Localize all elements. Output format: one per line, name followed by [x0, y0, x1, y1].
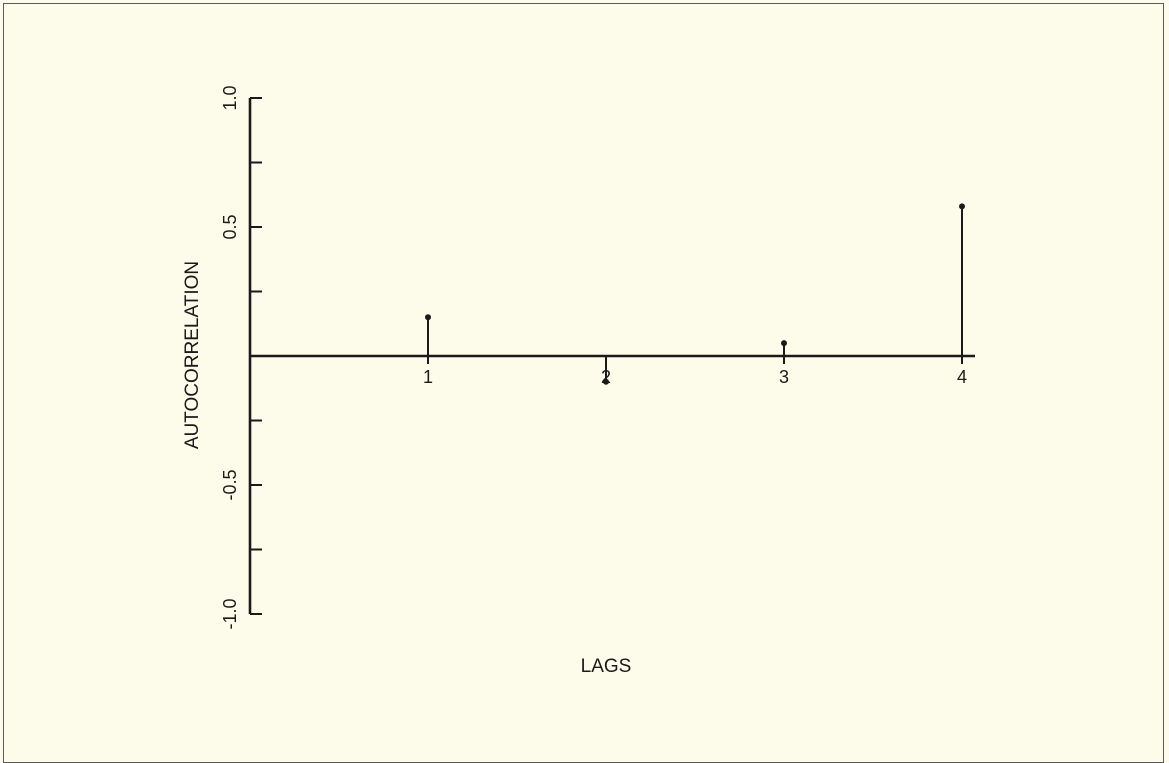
y-tick-label: -0.5: [220, 469, 240, 500]
x-tick-label: 4: [957, 367, 967, 387]
stem-point: [781, 340, 787, 347]
y-axis-label: AUTOCORRELATION: [182, 261, 203, 449]
y-tick-label: -1.0: [220, 598, 240, 629]
y-tick-label: 1.0: [220, 85, 240, 110]
x-ticks: 1234: [423, 355, 967, 387]
y-ticks: 1.0 0.5 -0.5 -1.0: [220, 85, 262, 630]
axes: [248, 98, 975, 614]
y-tick-label: 0.5: [220, 214, 240, 239]
acf-chart: 1.00.5-0.5-1.0 1234 LAGS AUTOCORRELATION: [182, 85, 975, 677]
x-tick-label: 1: [423, 367, 433, 387]
stems: [425, 203, 965, 385]
stem-point: [603, 378, 609, 385]
x-tick-label: 3: [779, 367, 789, 387]
stem-point: [425, 314, 431, 321]
stem-point: [959, 203, 965, 210]
x-axis-label: LAGS: [581, 656, 632, 677]
